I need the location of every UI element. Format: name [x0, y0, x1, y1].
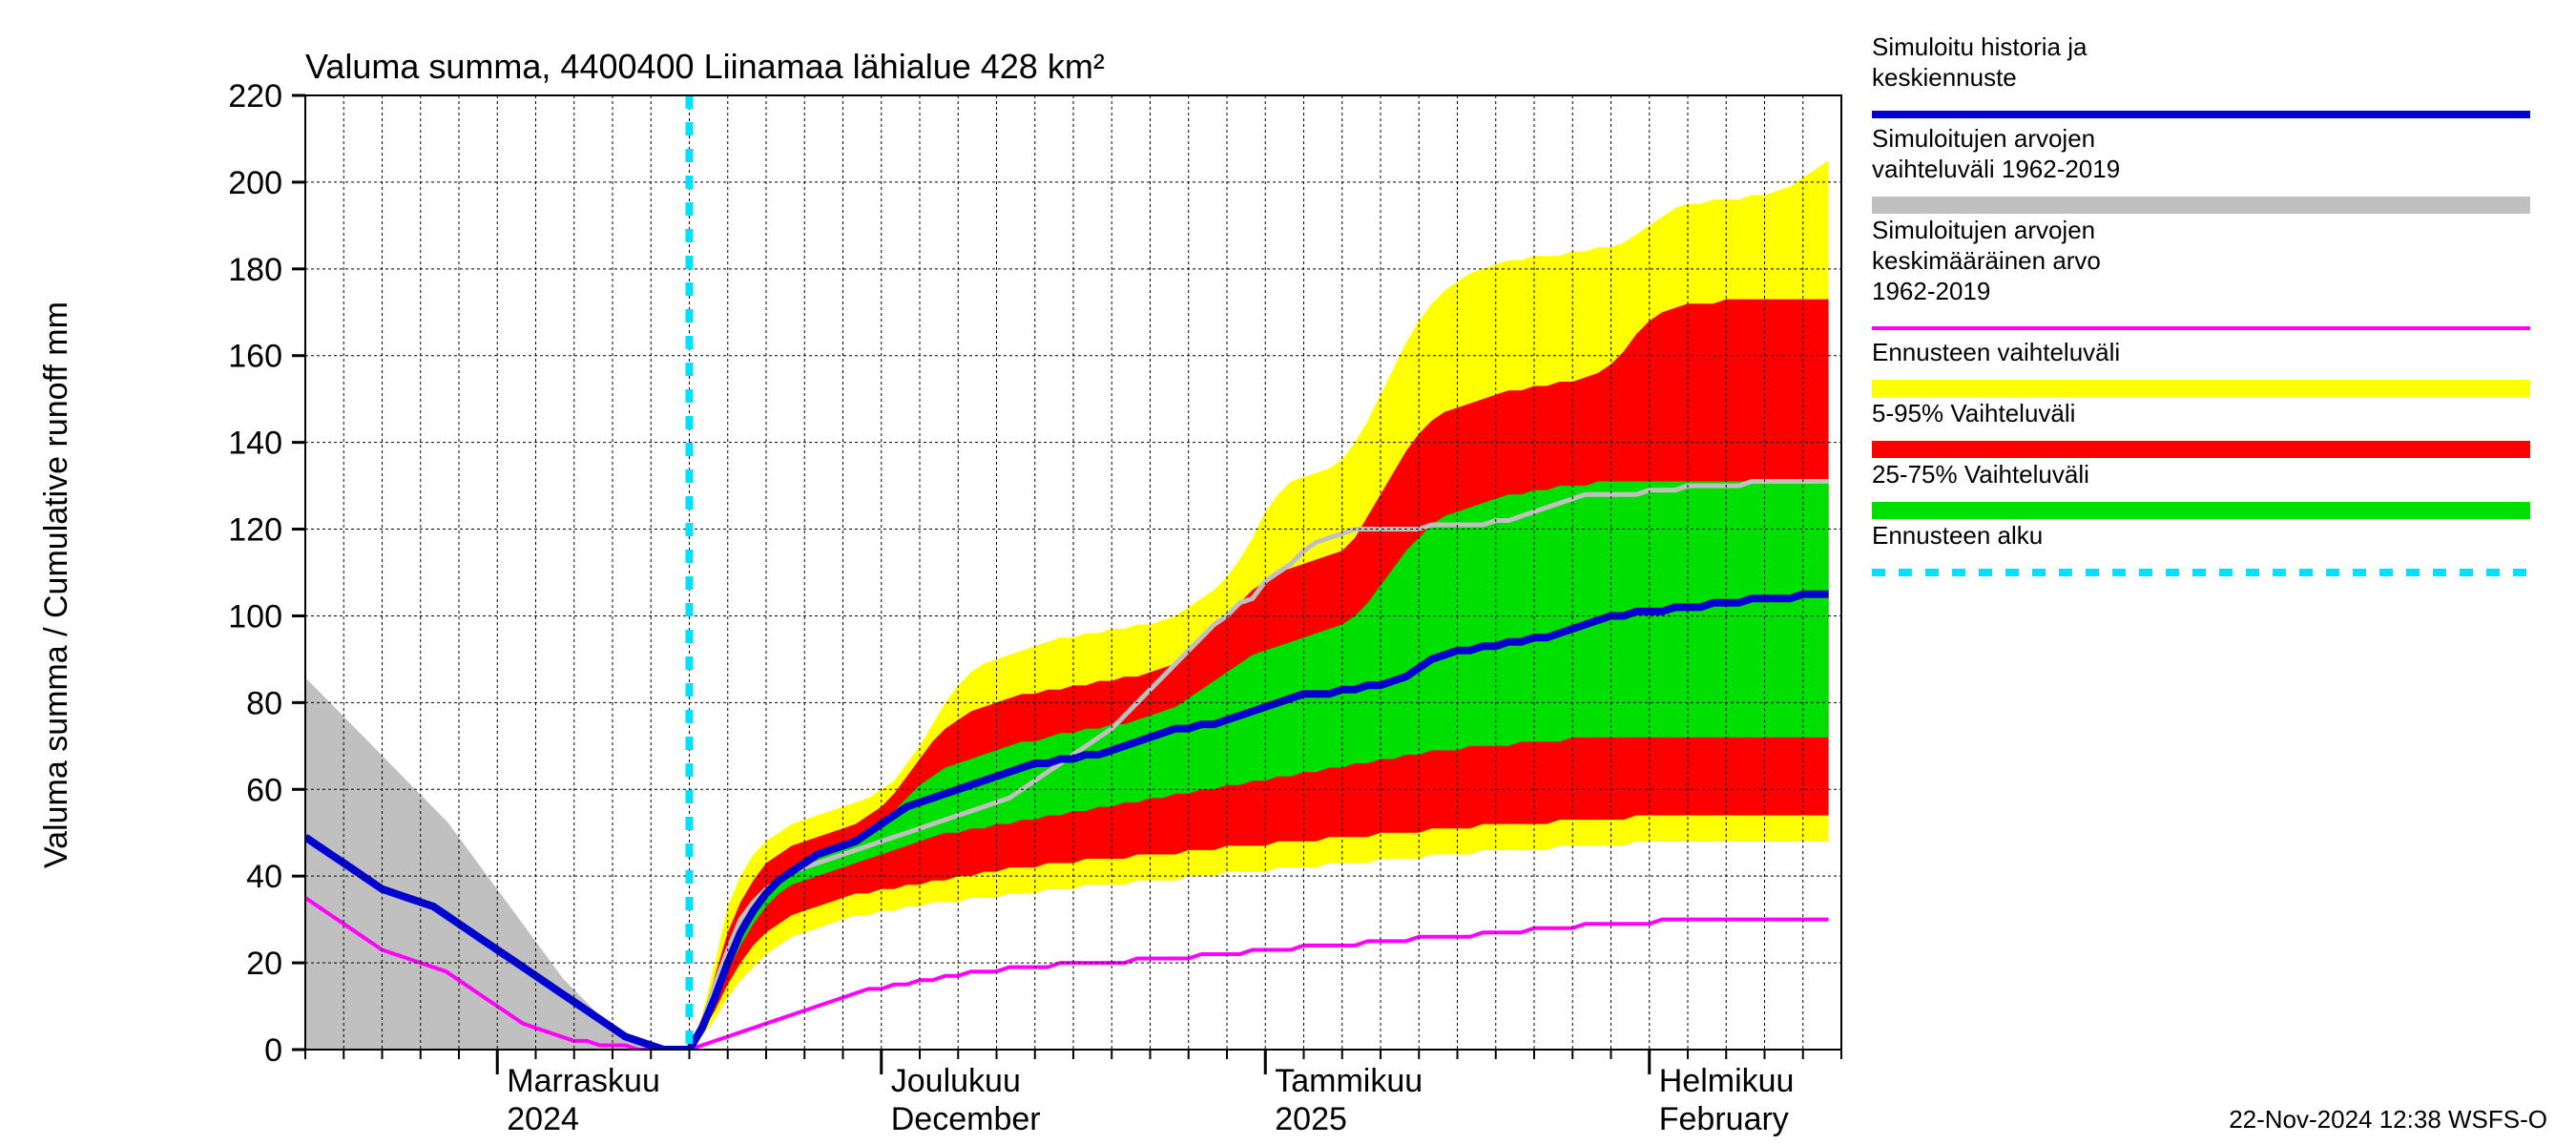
- legend-label: Simuloitu historia ja: [1872, 32, 2088, 61]
- cumulative-runoff-chart: 020406080100120140160180200220Marraskuu2…: [0, 0, 2576, 1145]
- legend-swatch: [1872, 441, 2530, 458]
- chart-footer: 22-Nov-2024 12:38 WSFS-O: [2229, 1105, 2547, 1134]
- legend-label: Simuloitujen arvojen: [1872, 216, 2095, 244]
- legend-label: 1962-2019: [1872, 277, 1990, 305]
- y-tick-label: 100: [228, 598, 282, 635]
- legend-label: keskimääräinen arvo: [1872, 246, 2101, 275]
- chart-title: Valuma summa, 4400400 Liinamaa lähialue …: [305, 47, 1105, 86]
- y-tick-label: 20: [246, 946, 282, 982]
- y-axis-label: Valuma summa / Cumulative runoff mm: [38, 302, 74, 868]
- legend-label: Ennusteen alku: [1872, 521, 2043, 550]
- y-tick-label: 0: [264, 1032, 282, 1069]
- legend-label: 25-75% Vaihteluväli: [1872, 460, 2089, 489]
- y-tick-label: 140: [228, 426, 282, 462]
- legend-label: keskiennuste: [1872, 63, 2017, 92]
- x-month-label: Helmikuu: [1659, 1063, 1795, 1099]
- legend-label: 5-95% Vaihteluväli: [1872, 399, 2075, 427]
- x-month-label: Tammikuu: [1275, 1063, 1423, 1099]
- x-month-sublabel: December: [891, 1101, 1041, 1137]
- legend-swatch: [1872, 380, 2530, 397]
- x-month-sublabel: 2024: [507, 1101, 579, 1137]
- x-month-sublabel: 2025: [1275, 1101, 1347, 1137]
- y-tick-label: 120: [228, 512, 282, 549]
- x-month-label: Marraskuu: [507, 1063, 660, 1099]
- y-tick-label: 220: [228, 78, 282, 114]
- y-tick-label: 200: [228, 165, 282, 201]
- y-tick-label: 180: [228, 252, 282, 288]
- y-tick-label: 40: [246, 859, 282, 895]
- legend-swatch: [1872, 197, 2530, 214]
- x-month-sublabel: February: [1659, 1101, 1789, 1137]
- legend-label: Ennusteen vaihteluväli: [1872, 338, 2120, 366]
- y-tick-label: 160: [228, 339, 282, 375]
- y-tick-label: 60: [246, 772, 282, 808]
- legend-label: Simuloitujen arvojen: [1872, 124, 2095, 153]
- y-tick-label: 80: [246, 685, 282, 721]
- x-month-label: Joulukuu: [891, 1063, 1021, 1099]
- legend-swatch: [1872, 502, 2530, 519]
- legend-label: vaihteluväli 1962-2019: [1872, 155, 2120, 183]
